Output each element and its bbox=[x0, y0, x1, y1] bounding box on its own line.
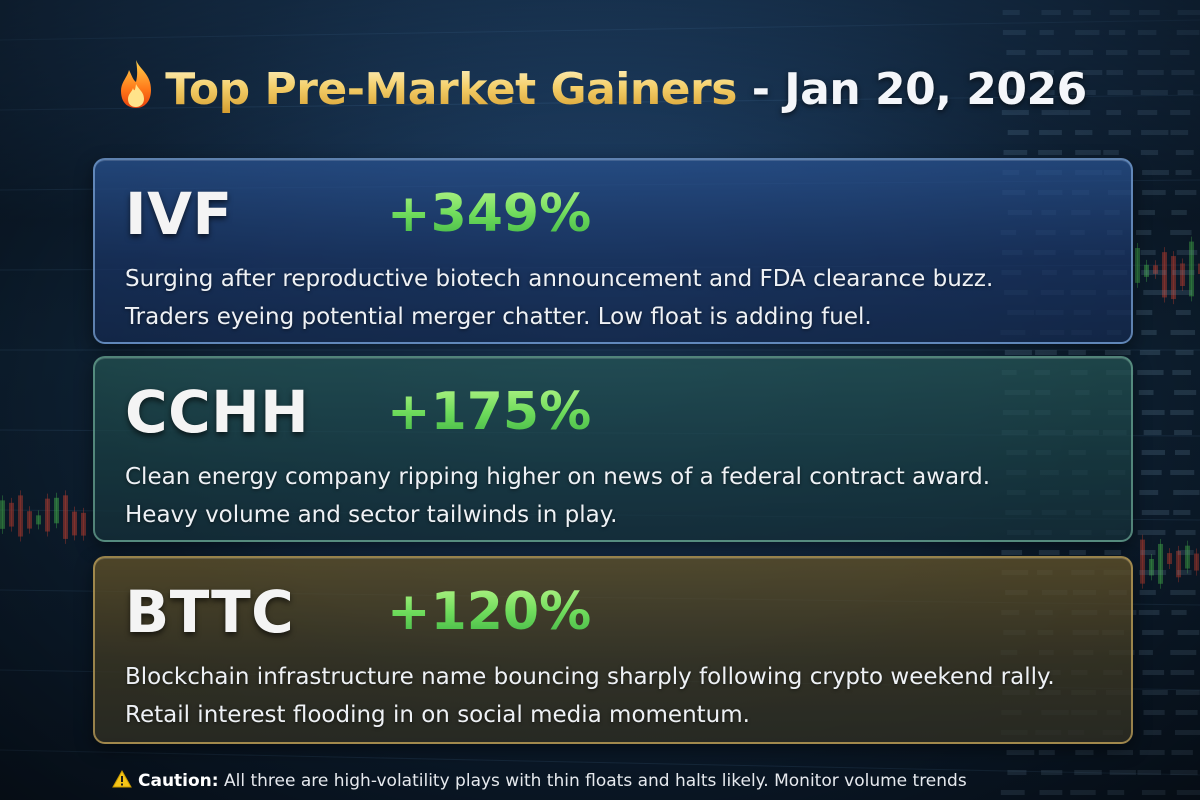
fire-icon bbox=[121, 60, 152, 108]
gainer-card-ivf: IVF +349% Surging after reproductive bio… bbox=[93, 158, 1133, 344]
percent-change: +349% bbox=[387, 184, 592, 244]
description-line: Clean energy company ripping higher on n… bbox=[125, 464, 991, 490]
gainer-description: Blockchain infrastructure name bouncing … bbox=[125, 658, 1103, 734]
ticker-symbol: CCHH bbox=[125, 378, 310, 446]
caution-note: Caution: All three are high-volatility p… bbox=[112, 770, 967, 791]
description-line: Traders eyeing potential merger chatter.… bbox=[125, 304, 872, 330]
description-line: Blockchain infrastructure name bouncing … bbox=[125, 664, 1055, 690]
ticker-symbol: BTTC bbox=[125, 578, 295, 646]
caution-label: Caution: bbox=[138, 771, 219, 791]
description-line: Retail interest flooding in on social me… bbox=[125, 702, 750, 728]
gainer-card-cchh: CCHH +175% Clean energy company ripping … bbox=[93, 356, 1133, 542]
description-line: Heavy volume and sector tailwinds in pla… bbox=[125, 502, 618, 528]
warning-icon bbox=[112, 770, 132, 788]
percent-change: +175% bbox=[387, 382, 592, 442]
ticker-symbol: IVF bbox=[125, 180, 233, 248]
description-line: Surging after reproductive biotech annou… bbox=[125, 266, 994, 292]
percent-change: +120% bbox=[387, 582, 592, 642]
caution-text: All three are high-volatility plays with… bbox=[218, 771, 967, 791]
headline-main: Top Pre-Market Gainers bbox=[165, 64, 737, 115]
gainer-description: Surging after reproductive biotech annou… bbox=[125, 260, 1103, 336]
gainer-description: Clean energy company ripping higher on n… bbox=[125, 458, 1103, 534]
gainer-card-bttc: BTTC +120% Blockchain infrastructure nam… bbox=[93, 556, 1133, 744]
headline-date: - Jan 20, 2026 bbox=[736, 64, 1088, 115]
page-title: Top Pre-Market Gainers - Jan 20, 2026 bbox=[0, 58, 1200, 115]
